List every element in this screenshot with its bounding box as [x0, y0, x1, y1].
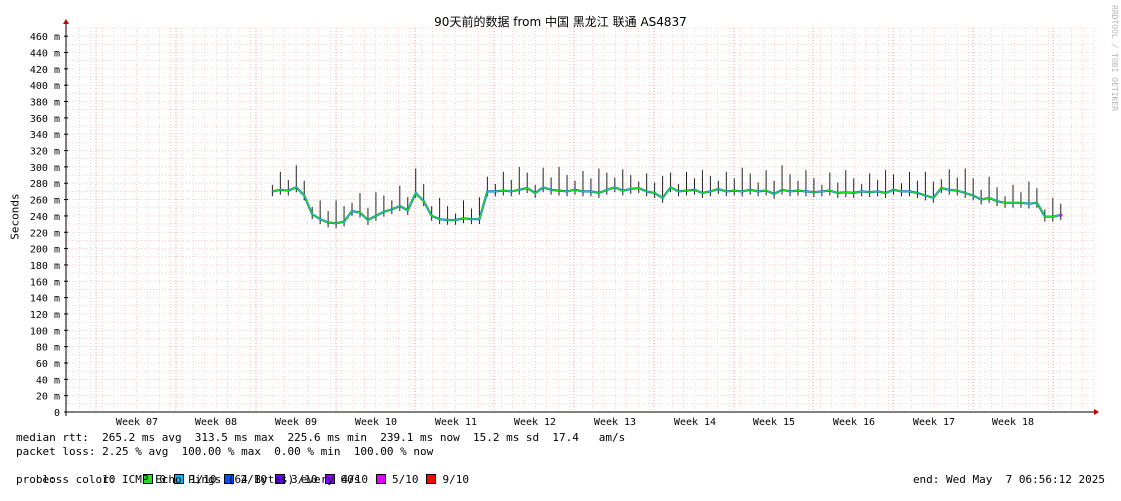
y-tick-label: 40 m — [36, 375, 60, 386]
legend: median rtt: 265.2 ms avg 313.5 ms max 22… — [16, 431, 625, 487]
y-tick-label: 200 m — [30, 245, 60, 256]
y-tick-label: 460 m — [30, 32, 60, 43]
loss-color-swatch — [274, 474, 285, 484]
x-tick-label: Week 10 — [355, 417, 397, 428]
x-tick-label: Week 15 — [753, 417, 795, 428]
rrdtool-watermark: RRDTOOL / TOBI OETIKER — [1110, 5, 1119, 111]
y-tick-label: 120 m — [30, 310, 60, 321]
x-tick-label: Week 18 — [992, 417, 1034, 428]
median-rtt-line — [272, 186, 1061, 225]
y-tick-label: 400 m — [30, 81, 60, 92]
y-tick-label: 140 m — [30, 294, 60, 305]
loss-color-label: 1/10 — [189, 473, 217, 486]
x-tick-label: Week 13 — [594, 417, 636, 428]
loss-color-item: 1/10 — [173, 473, 217, 487]
y-axis-arrow — [63, 19, 69, 24]
loss-color-swatch — [173, 474, 184, 484]
legend-loss-color-row: loss color: 0 1/10 2/10 3/10 4/10 5/10 9/10 — [16, 459, 625, 486]
axes — [63, 19, 1099, 416]
y-axis-label: Seconds — [8, 193, 22, 240]
x-tick-label: Week 16 — [833, 417, 875, 428]
loss-color-item: 5/10 — [375, 473, 419, 487]
x-tick-label: Week 07 — [116, 417, 158, 428]
end-timestamp: end: Wed May 7 06:56:12 2025 — [912, 473, 1105, 486]
series-median-rtt — [271, 165, 1063, 229]
loss-color-swatch — [143, 474, 154, 484]
loss-marker — [1059, 213, 1063, 217]
x-tick-label: Week 11 — [435, 417, 477, 428]
y-tick-label: 280 m — [30, 179, 60, 190]
loss-color-swatch — [325, 474, 336, 484]
y-tick-label: 220 m — [30, 228, 60, 239]
loss-color-item: 9/10 — [426, 473, 469, 487]
loss-color-label: 5/10 — [391, 473, 419, 486]
y-tick-label: 0 — [54, 408, 60, 419]
x-tick-label: Week 12 — [514, 417, 556, 428]
loss-color-item: 2/10 — [224, 473, 267, 487]
legend-rtt-row: median rtt: 265.2 ms avg 313.5 ms max 22… — [16, 431, 626, 444]
x-tick-label: Week 09 — [275, 417, 317, 428]
y-tick-label: 440 m — [30, 49, 60, 60]
legend-loss-row: packet loss: 2.25 % avg 100.00 % max 0.0… — [16, 445, 434, 458]
y-tick-label: 260 m — [30, 196, 60, 207]
y-tick-label: 320 m — [30, 147, 60, 158]
chart-title: 90天前的数据 from 中国 黑龙江 联通 AS4837 — [434, 15, 687, 29]
loss-color-label: 2/10 — [240, 473, 267, 486]
loss-color-item: 4/10 — [325, 473, 368, 487]
loss-color-swatch — [426, 474, 437, 484]
y-tick-label: 300 m — [30, 163, 60, 174]
y-tick-label: 180 m — [30, 261, 60, 272]
loss-color-label: 9/10 — [442, 473, 469, 486]
loss-color-label: loss color: — [42, 473, 116, 486]
y-tick-label: 420 m — [30, 65, 60, 76]
loss-color-label: 4/10 — [341, 473, 368, 486]
tick-labels: 0 20 m 40 m 60 m 80 m 100 m 120 m 140 m 160 m 180… — [30, 32, 1034, 428]
y-tick-label: 380 m — [30, 98, 60, 109]
loss-color-swatch — [375, 474, 386, 484]
y-tick-label: 80 m — [36, 343, 60, 354]
loss-color-item: 0 — [143, 473, 166, 487]
y-tick-label: 20 m — [36, 392, 60, 403]
y-tick-label: 360 m — [30, 114, 60, 125]
loss-color-item: 3/10 — [274, 473, 318, 487]
x-tick-label: Week 08 — [195, 417, 237, 428]
y-tick-label: 240 m — [30, 212, 60, 223]
y-tick-label: 100 m — [30, 326, 60, 337]
x-axis-arrow — [1094, 409, 1099, 415]
loss-color-swatch — [224, 474, 235, 484]
y-tick-label: 160 m — [30, 277, 60, 288]
legend-probe-row: probe: 10 ICMP Echo Pings (64 Bytes) eve… — [16, 473, 361, 486]
y-tick-label: 60 m — [36, 359, 60, 370]
grid-lines — [66, 27, 1095, 412]
loss-color-label: 0 — [159, 473, 166, 486]
loss-color-label: 3/10 — [290, 473, 318, 486]
y-tick-label: 340 m — [30, 130, 60, 141]
x-tick-label: Week 17 — [913, 417, 955, 428]
x-tick-label: Week 14 — [674, 417, 716, 428]
